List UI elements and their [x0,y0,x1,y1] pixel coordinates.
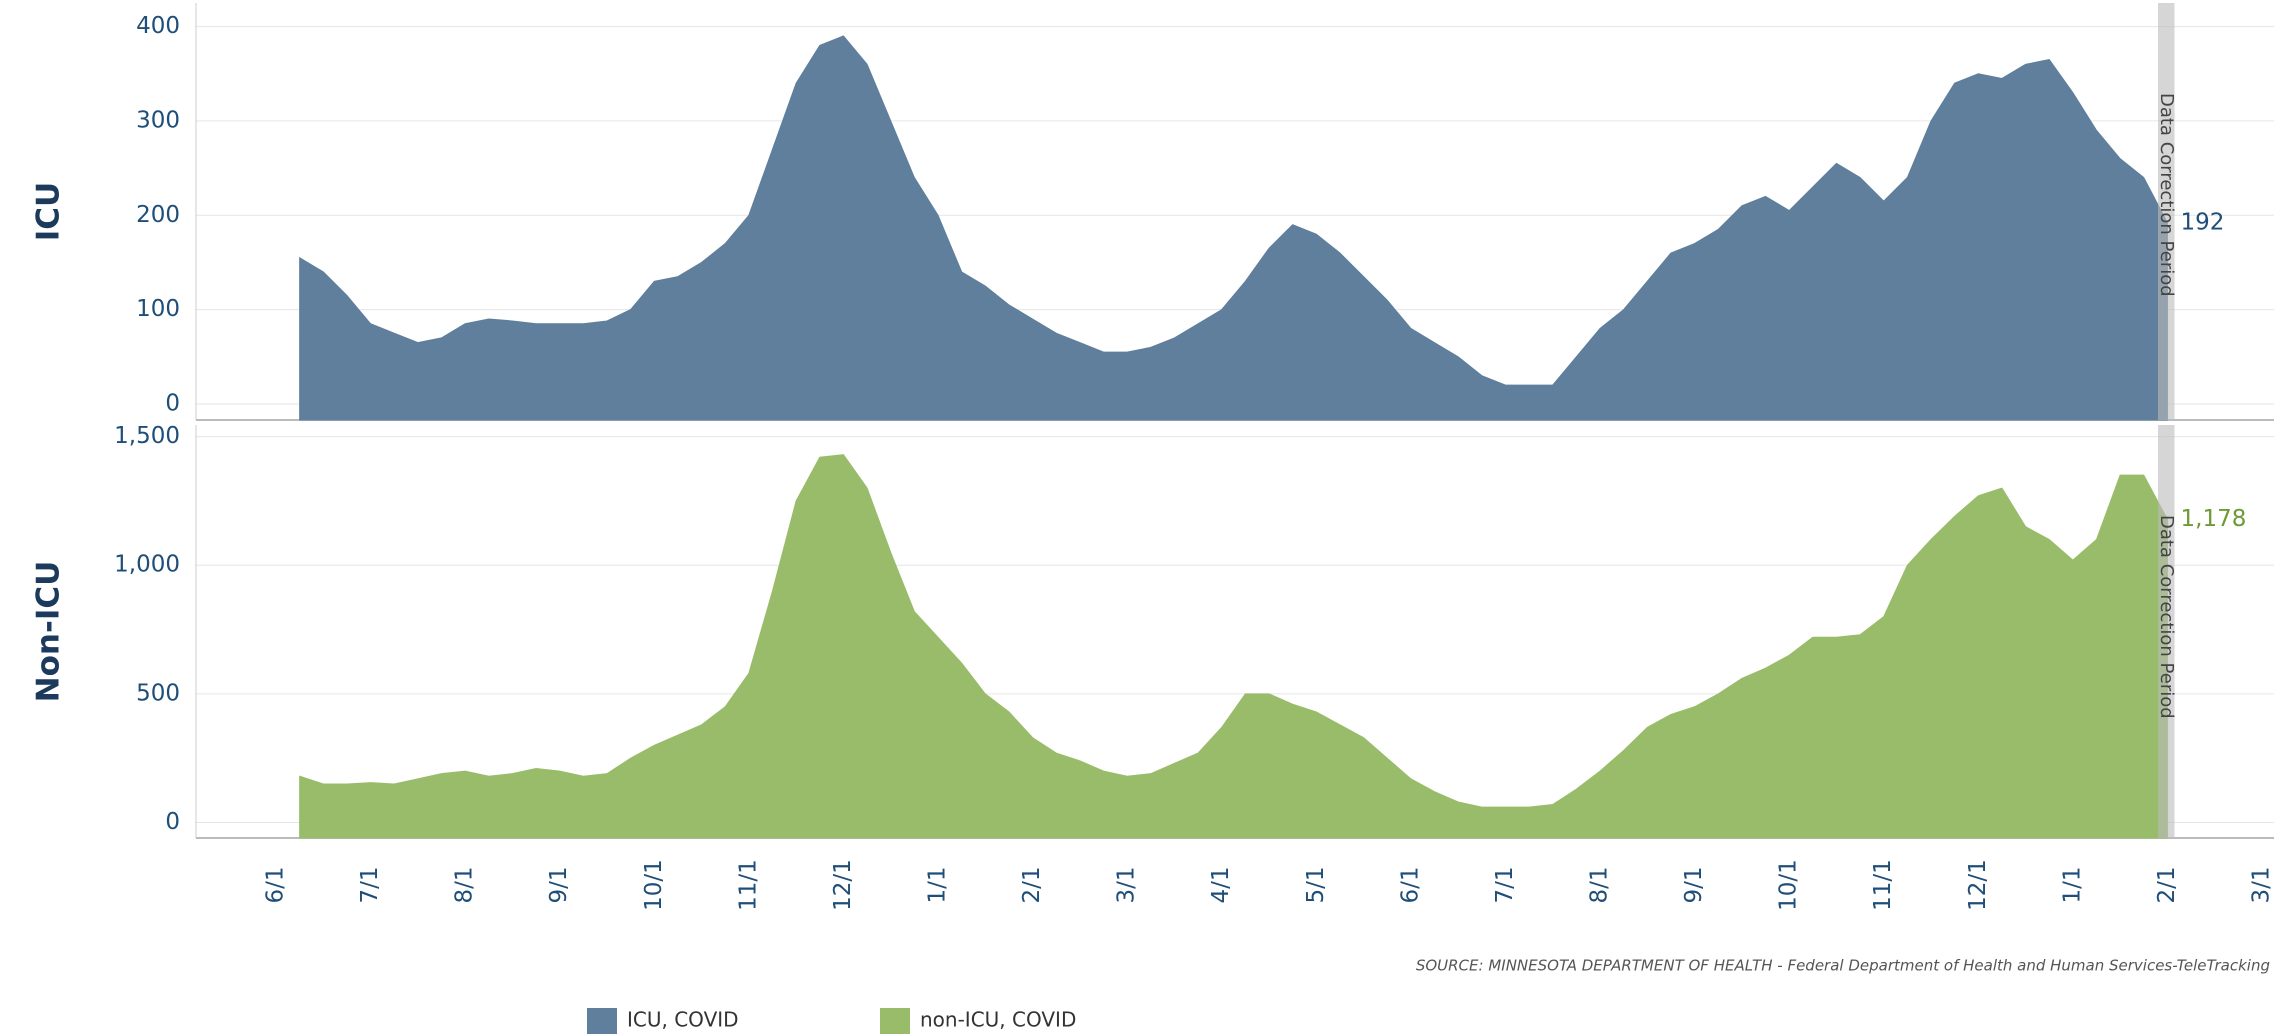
y-tick-label: 1,500 [114,423,180,449]
y-tick-label: 200 [136,202,180,228]
y-tick-label: 0 [165,809,180,835]
y-tick-label: 400 [136,13,180,39]
legend-label: non-ICU, COVID [920,1008,1076,1032]
x-tick-label: 2/1 [2154,866,2180,903]
x-tick-label: 8/1 [1587,866,1613,903]
x-tick-label: 6/1 [1397,866,1423,903]
x-tick-label: 4/1 [1208,866,1234,903]
source: SOURCE: MINNESOTA DEPARTMENT OF HEALTH -… [1416,957,2270,975]
x-tick-label: 3/1 [1114,866,1140,903]
x-tick-label: 6/1 [263,866,289,903]
end-label: 192 [2181,209,2225,235]
correction-band [2157,3,2175,420]
x-tick-label: 10/1 [1776,859,1802,911]
legend-label: ICU, COVID [627,1008,739,1032]
x-tick-label: 9/1 [1681,866,1707,903]
x-tick-label: 8/1 [452,866,478,903]
x-tick-label: 12/1 [830,859,856,911]
annotation: Data Correction Period [2156,515,2177,719]
y-axis-label: Non-ICU [31,561,67,703]
x-tick-label: 7/1 [1492,866,1518,903]
x-tick-label: 1/1 [925,866,951,903]
x-tick-label: 1/1 [2059,866,2085,903]
y-tick-label: 300 [136,107,180,133]
y-axis-label: ICU [31,182,67,241]
x-tick-label: 5/1 [1303,866,1329,903]
area [299,454,2168,839]
x-tick-label: 11/1 [1870,859,1896,911]
x-tick-label: 11/1 [735,859,761,911]
correction-band [2157,425,2175,838]
x-tick-label: 9/1 [546,866,572,903]
x-tick-label: 3/1 [2249,866,2274,903]
y-tick-label: 500 [136,680,180,706]
x-tick-label: 12/1 [1965,859,1991,911]
y-tick-label: 0 [165,390,180,416]
y-tick-label: 1,000 [114,552,180,578]
area [299,35,2168,421]
legend-swatch [880,1008,910,1034]
annotation: Data Correction Period [2156,93,2177,297]
legend-swatch [587,1008,617,1034]
end-label: 1,178 [2181,506,2247,532]
x-tick-label: 7/1 [357,866,383,903]
y-tick-label: 100 [136,296,180,322]
x-tick-label: 2/1 [1019,866,1045,903]
x-tick-label: 10/1 [641,859,667,911]
